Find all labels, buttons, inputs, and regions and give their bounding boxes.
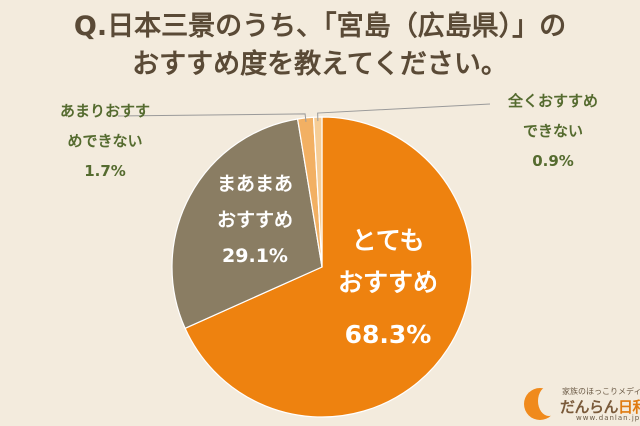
slice-label-amari: あまりおすす めできない 1.7% <box>30 96 180 186</box>
slice-label-maamaa-line-2: おすすめ <box>216 209 293 231</box>
logo-tagline: 家族のほっこりメディア <box>562 387 640 396</box>
chart-title-line-2: おすすめ度を教えてください。 <box>132 49 508 80</box>
brand-logo: 家族のほっこりメディア だんらん日和 www.danlan.jp <box>522 384 640 426</box>
slice-label-amari-line-1: あまりおすす <box>59 102 150 120</box>
chart-title-line-1: Q.日本三景のうち、「宮島（広島県）」の <box>73 11 567 42</box>
leader-line-mattaku <box>317 103 491 122</box>
logo-name-accent: 日和 <box>618 398 640 416</box>
logo-url: www.danlan.jp <box>576 414 640 422</box>
slice-label-mattaku-line-1: 全くおすすめ <box>507 92 598 110</box>
slice-label-maamaa: まあまあ おすすめ 29.1% <box>195 166 315 274</box>
logo-name-main: だんらん <box>560 398 619 416</box>
logo-name: だんらん日和 <box>560 396 640 417</box>
slice-label-amari-line-2: めできない <box>67 132 143 150</box>
slice-label-totemo-line-2: おすすめ <box>337 268 438 297</box>
slice-maamaa <box>171 118 323 330</box>
slice-label-mattaku-line-2: できない <box>522 122 583 140</box>
slice-label-mattaku: 全くおすすめ できない 0.9% <box>478 86 628 176</box>
slice-value-maamaa: 29.1% <box>222 245 288 267</box>
slice-value-totemo: 68.3% <box>344 320 432 349</box>
slice-value-amari: 1.7% <box>84 162 126 180</box>
chart-title: Q.日本三景のうち、「宮島（広島県）」の おすすめ度を教えてください。 <box>0 8 640 84</box>
slice-label-totemo-line-1: とても <box>351 226 425 255</box>
logo-sun-icon <box>524 386 560 420</box>
slice-value-mattaku: 0.9% <box>532 152 574 170</box>
slice-label-totemo: とても おすすめ 68.3% <box>318 220 458 356</box>
slice-totemo <box>184 116 473 418</box>
leader-line-amari <box>117 113 307 122</box>
slice-label-maamaa-line-1: まあまあ <box>216 173 293 195</box>
